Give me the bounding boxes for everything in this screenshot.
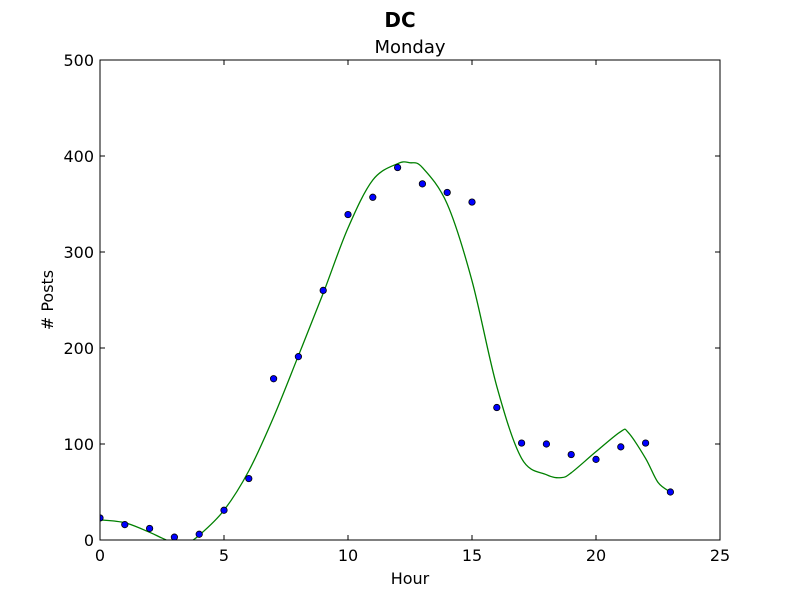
data-point	[369, 193, 377, 201]
x-tick-label: 5	[219, 546, 229, 565]
data-point	[641, 439, 650, 447]
data-point	[121, 521, 129, 529]
chart-title: Monday	[374, 37, 445, 58]
x-axis: 0 5 10 15 20 25	[95, 60, 730, 565]
data-point	[592, 455, 600, 463]
y-tick-label: 300	[63, 243, 94, 262]
y-tick-label: 400	[63, 147, 94, 166]
data-point	[468, 198, 476, 206]
data-point	[666, 488, 675, 496]
x-tick-label: 0	[95, 546, 105, 565]
y-axis-label: # Posts	[38, 270, 57, 330]
y-tick-label: 0	[84, 531, 94, 550]
data-point	[294, 353, 302, 361]
data-point	[245, 474, 253, 483]
data-point	[319, 286, 327, 294]
y-tick-label: 500	[63, 51, 94, 70]
data-point	[344, 210, 352, 219]
data-point	[567, 450, 575, 459]
data-point	[617, 443, 625, 451]
data-point	[542, 440, 551, 448]
data-point	[220, 506, 228, 514]
data-point	[195, 530, 203, 538]
data-point	[269, 375, 278, 383]
data-point	[170, 533, 178, 540]
y-tick-label: 200	[63, 339, 94, 358]
data-point	[443, 188, 451, 197]
fit-curve-line	[100, 161, 671, 540]
data-point	[393, 163, 402, 172]
y-tick-label: 100	[63, 435, 94, 454]
x-tick-label: 20	[586, 546, 606, 565]
data-point	[418, 180, 426, 188]
chart-suptitle: DC	[384, 8, 415, 32]
data-point	[146, 524, 154, 533]
plot-frame	[99, 59, 721, 541]
x-tick-label: 25	[710, 546, 730, 565]
x-axis-label: Hour	[391, 569, 430, 588]
plot-area	[100, 161, 675, 540]
data-point	[493, 403, 501, 412]
y-axis: 0 100 200 300 400 500	[63, 51, 720, 550]
x-tick-label: 15	[462, 546, 482, 565]
x-tick-label: 10	[338, 546, 358, 565]
data-point	[517, 439, 526, 447]
